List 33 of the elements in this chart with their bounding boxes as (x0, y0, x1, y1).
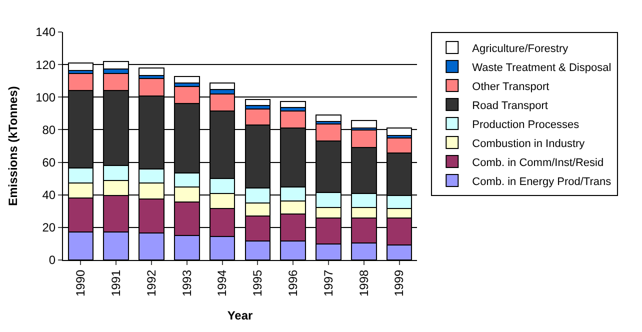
bar (138, 67, 164, 76)
legend-label: Combustion in Industry (472, 138, 586, 150)
x-tick-label: 1993 (180, 269, 194, 297)
y-tick-label: 20 (42, 220, 56, 235)
legend-label: Production Processes (472, 118, 580, 131)
legend-label: Road Transport (472, 100, 548, 112)
legend-label: Comb. in Comm/Inst/Resid (472, 156, 604, 169)
y-tick-label: 0 (48, 253, 56, 268)
y-tick-label: 60 (42, 155, 56, 170)
x-tick-label: 1994 (215, 269, 230, 297)
legend-label: Other Transport (472, 80, 550, 93)
bar (316, 114, 342, 122)
x-tick-label: 1996 (286, 269, 300, 297)
legend-label: Waste Treatment & Disposal (472, 62, 612, 74)
bar (280, 100, 306, 108)
y-tick-label: 100 (36, 90, 56, 104)
bar (351, 120, 377, 129)
legend-label: Comb. in Energy Prod/Trans (472, 176, 612, 188)
y-tick-label: 40 (42, 188, 56, 202)
bar (174, 76, 200, 84)
y-axis-title: Emissions (kTonnes) (6, 86, 20, 206)
y-tick-label: 120 (36, 58, 56, 72)
x-tick-label: 1992 (144, 269, 158, 297)
legend-label: Agriculture/Forestry (472, 42, 569, 55)
y-tick-label: 80 (42, 122, 56, 137)
x-tick-label: 1995 (250, 269, 265, 297)
x-tick-label: 1999 (392, 269, 406, 297)
x-tick-label: 1997 (321, 269, 336, 297)
y-tick-label: 140 (36, 25, 56, 40)
x-tick-label: 1990 (74, 269, 88, 297)
x-axis-title: Year (227, 308, 254, 322)
x-tick-label: 1998 (356, 269, 371, 297)
x-tick-label: 1991 (109, 269, 123, 297)
